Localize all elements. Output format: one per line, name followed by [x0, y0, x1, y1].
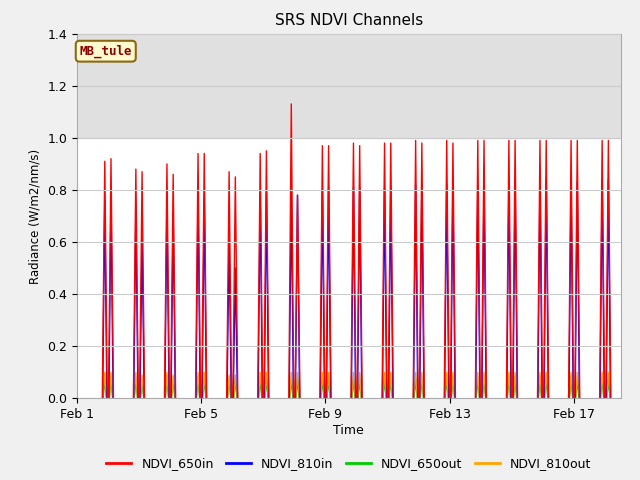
- NDVI_650in: [534, 396, 541, 401]
- NDVI_810out: [513, 396, 521, 401]
- NDVI_650out: [163, 377, 171, 383]
- NDVI_810out: [596, 396, 604, 401]
- NDVI_650in: [163, 161, 171, 167]
- NDVI_810out: [294, 370, 301, 375]
- NDVI_650out: [99, 396, 107, 401]
- NDVI_810out: [163, 370, 171, 375]
- NDVI_810in: [163, 200, 171, 206]
- Bar: [77, 8, 621, 138]
- NDVI_810out: [99, 396, 107, 401]
- X-axis label: Time: Time: [333, 424, 364, 437]
- NDVI_650out: [513, 396, 520, 401]
- NDVI_650out: [596, 396, 604, 401]
- NDVI_650in: [294, 192, 301, 198]
- Legend: NDVI_650in, NDVI_810in, NDVI_650out, NDVI_810out: NDVI_650in, NDVI_810in, NDVI_650out, NDV…: [101, 452, 596, 475]
- NDVI_650in: [514, 396, 522, 401]
- NDVI_810in: [513, 396, 521, 401]
- Line: NDVI_810out: NDVI_810out: [103, 372, 610, 398]
- NDVI_650out: [294, 377, 301, 383]
- Y-axis label: Radiance (W/m2/nm/s): Radiance (W/m2/nm/s): [29, 148, 42, 284]
- NDVI_810in: [294, 192, 301, 198]
- NDVI_650out: [534, 396, 542, 401]
- NDVI_810in: [596, 396, 604, 401]
- NDVI_810out: [534, 396, 542, 401]
- NDVI_810in: [534, 396, 541, 401]
- NDVI_810in: [99, 396, 106, 401]
- Line: NDVI_810in: NDVI_810in: [102, 180, 611, 398]
- Line: NDVI_650in: NDVI_650in: [102, 104, 611, 398]
- NDVI_650in: [596, 396, 604, 401]
- Line: NDVI_650out: NDVI_650out: [103, 380, 610, 398]
- Text: MB_tule: MB_tule: [79, 45, 132, 58]
- Title: SRS NDVI Channels: SRS NDVI Channels: [275, 13, 423, 28]
- NDVI_650in: [99, 396, 106, 401]
